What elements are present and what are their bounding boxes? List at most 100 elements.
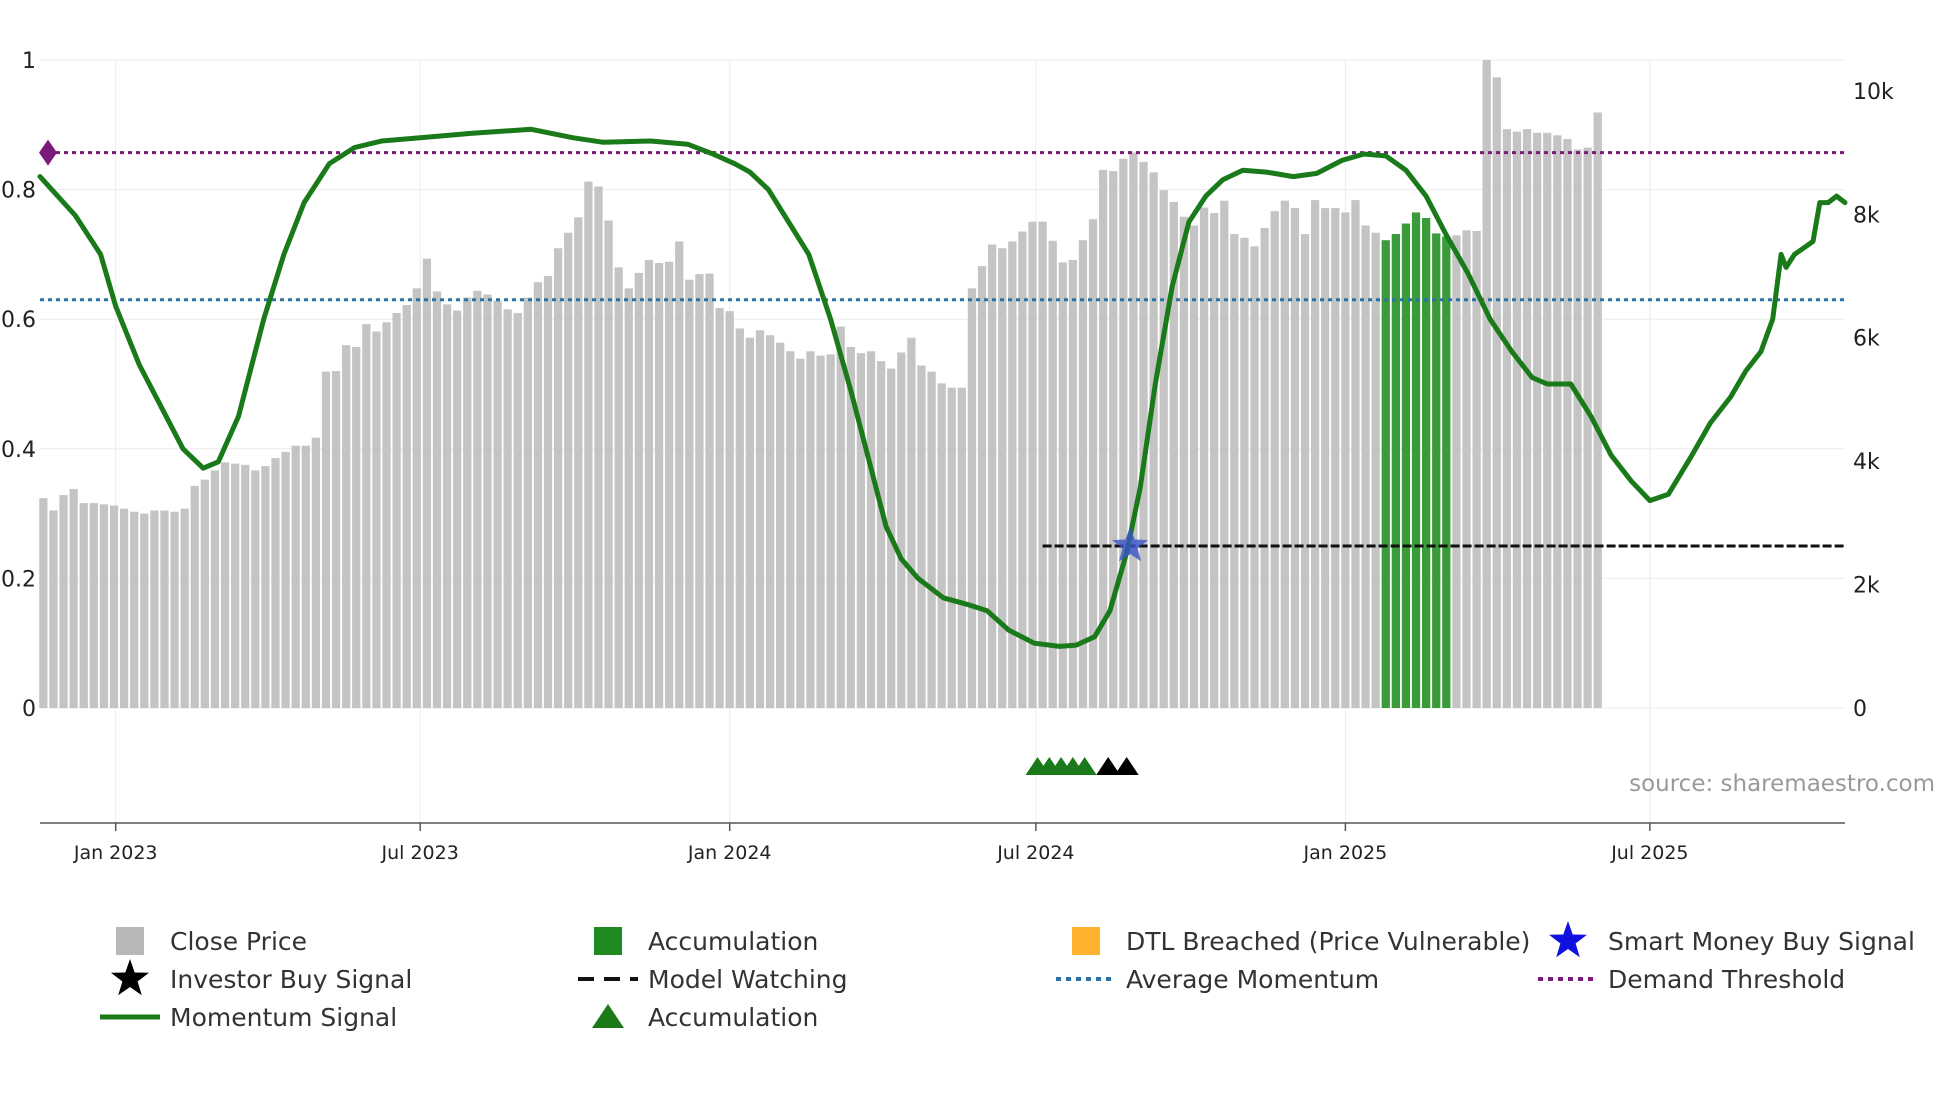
price-bar [160, 510, 169, 708]
price-bar [241, 464, 250, 708]
price-bar [685, 279, 694, 708]
legend-item: Demand Threshold [1538, 965, 1845, 994]
price-bar [876, 361, 886, 708]
right-tick-label: 10k [1853, 80, 1894, 105]
price-bar [654, 263, 664, 708]
price-bar [907, 337, 916, 708]
legend-item: Average Momentum [1056, 965, 1379, 994]
legend-icon-blue-star [1549, 921, 1587, 958]
price-bar [130, 511, 139, 708]
price-bar [1129, 152, 1138, 709]
price-bar [594, 186, 603, 708]
price-bar [786, 351, 795, 708]
price-bar [503, 309, 512, 708]
price-bar [49, 510, 58, 708]
price-bar [947, 387, 956, 708]
legend-icon-green-square [594, 927, 622, 955]
price-bar [1593, 112, 1602, 708]
right-tick-label: 2k [1853, 574, 1880, 599]
price-bar [1038, 221, 1047, 709]
price-bar [473, 290, 482, 708]
price-bar [715, 308, 724, 708]
legend-icon-orange-square [1072, 927, 1100, 955]
price-bar [927, 371, 936, 708]
price-bar [513, 313, 522, 708]
price-bar [1351, 200, 1360, 708]
price-bar [1472, 230, 1481, 708]
price-bar [776, 342, 785, 708]
legend-item: Model Watching [578, 965, 848, 994]
price-bar [1270, 211, 1279, 708]
legend-item: Close Price [116, 927, 307, 956]
price-bar [584, 181, 593, 708]
price-bar [372, 331, 381, 708]
x-tick-label: Jul 2024 [996, 842, 1074, 864]
legend-label: Model Watching [648, 965, 848, 994]
price-bar [1099, 169, 1108, 708]
right-tick-label: 0 [1853, 697, 1867, 722]
price-bar [301, 445, 310, 708]
price-bar [1250, 246, 1259, 708]
price-bar [1199, 207, 1209, 709]
right-tick-label: 8k [1853, 203, 1880, 228]
legend-label: Investor Buy Signal [170, 965, 412, 994]
price-bar [624, 288, 633, 708]
price-bar [1240, 237, 1249, 709]
left-tick-label: 1 [22, 49, 36, 74]
x-tick-label: Jan 2024 [687, 842, 772, 864]
price-bar [453, 310, 462, 708]
price-bar [210, 470, 220, 708]
price-bar [180, 508, 189, 708]
price-bar [1462, 230, 1471, 708]
price-bar [352, 346, 361, 708]
price-bar [1159, 190, 1168, 708]
price-bar [1583, 147, 1592, 709]
axes: Jan 2023 Jul 2023 Jan 2024 Jul 2024 Jan 2025… [1, 49, 1894, 864]
accumulation-triangle-marker [1072, 757, 1097, 775]
left-tick-label: 0 [22, 697, 36, 722]
legend-label: Average Momentum [1126, 965, 1379, 994]
price-bar [1290, 208, 1300, 708]
price-bar [917, 365, 926, 708]
source-note: source: sharemaestro.com [1629, 771, 1935, 797]
price-bar [1310, 200, 1320, 708]
price-bar [119, 508, 129, 708]
price-bar [1189, 225, 1199, 708]
price-bar [59, 495, 68, 708]
price-bar [69, 488, 78, 708]
price-bar [1210, 213, 1219, 708]
price-bar [1179, 216, 1189, 709]
price-bar [342, 345, 351, 708]
price-bar [150, 510, 159, 708]
legend-item: Investor Buy Signal [111, 959, 412, 996]
legend-item: Smart Money Buy Signal [1549, 921, 1915, 958]
legend-label: Smart Money Buy Signal [1608, 927, 1915, 956]
price-bar [967, 288, 977, 708]
momentum-line [37, 126, 1848, 649]
price-bar [604, 220, 613, 708]
price-bar [1008, 241, 1017, 708]
price-bar [957, 387, 966, 708]
legend-label: Demand Threshold [1608, 965, 1845, 994]
momentum-signal [37, 126, 1848, 649]
price-bar [1421, 217, 1431, 708]
price-bar [1563, 138, 1572, 709]
price-bar [826, 354, 835, 708]
price-bar [321, 371, 331, 708]
price-bar [1018, 231, 1027, 708]
price-bar [1533, 132, 1542, 708]
price-bar [523, 297, 532, 708]
price-bar [1361, 225, 1370, 708]
price-bar [1078, 240, 1088, 708]
price-bar [533, 282, 543, 708]
legend-label: Accumulation [648, 1003, 818, 1032]
price-bar [1502, 129, 1512, 708]
price-bar [79, 503, 88, 708]
price-bar [755, 330, 765, 708]
legend-icon-black-star [111, 959, 149, 996]
price-bar [432, 291, 442, 708]
price-bar [220, 462, 230, 708]
price-bar [271, 458, 280, 708]
price-bar [987, 244, 997, 709]
legend-label: Accumulation [648, 927, 818, 956]
